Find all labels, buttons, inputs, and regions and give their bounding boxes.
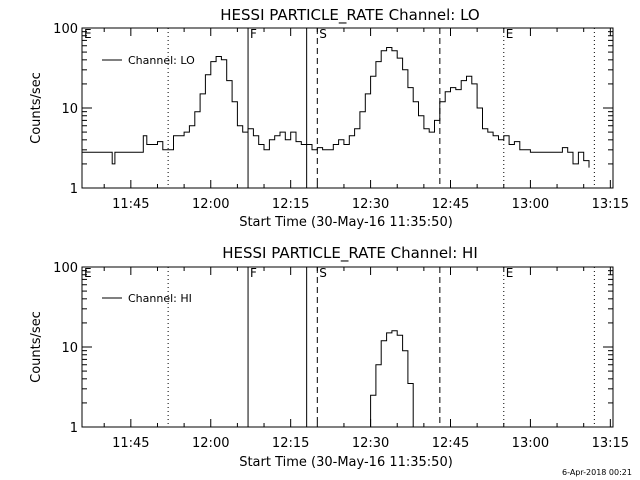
y-tick-label: 1 — [70, 182, 78, 197]
marker-label: E — [506, 27, 514, 41]
x-tick-label: 12:45 — [432, 436, 469, 451]
marker-label: F — [250, 266, 257, 280]
y-tick-label: 10 — [61, 341, 78, 356]
chart-title-lo: HESSI PARTICLE_RATE Channel: LO — [220, 6, 479, 25]
panel-hi: HESSI PARTICLE_RATE Channel: HI E F S E 11:… — [29, 244, 629, 470]
axis-ticks-hi: 11:45 12:00 12:15 12:30 12:45 13:00 13:15 1 10 10… — [53, 261, 629, 451]
legend-hi: Channel: HI — [102, 292, 192, 305]
x-tick-label: 12:30 — [352, 436, 389, 451]
x-tick-label: 12:45 — [432, 197, 469, 212]
y-axis-label-lo: Counts/sec — [29, 72, 44, 144]
x-tick-label: 12:00 — [192, 436, 229, 451]
x-tick-label: 11:45 — [112, 197, 149, 212]
legend-label-hi: Channel: HI — [128, 292, 192, 305]
marker-label: E — [84, 27, 92, 41]
marker-label: E — [506, 266, 514, 280]
series-line-hi — [365, 330, 414, 428]
marker-label: F — [250, 27, 257, 41]
x-tick-label: 12:15 — [272, 436, 309, 451]
panel-lo: HESSI PARTICLE_RATE Channel: LO E F S E 11:… — [29, 6, 629, 230]
legend-lo: Channel: LO — [102, 54, 195, 67]
legend-label-lo: Channel: LO — [128, 54, 195, 67]
y-axis-label-hi: Counts/sec — [29, 311, 44, 383]
x-tick-label: 13:00 — [512, 197, 549, 212]
series-line-lo — [82, 47, 590, 168]
y-tick-label: 10 — [61, 102, 78, 117]
x-tick-label: 12:00 — [192, 197, 229, 212]
x-tick-label: 13:00 — [512, 436, 549, 451]
x-tick-label: 13:15 — [592, 197, 629, 212]
y-tick-label: 100 — [53, 22, 78, 37]
x-tick-label: 12:15 — [272, 197, 309, 212]
x-tick-label: 11:45 — [112, 436, 149, 451]
marker-label: E — [84, 266, 92, 280]
x-tick-label: 12:30 — [352, 197, 389, 212]
x-axis-label-lo: Start Time (30-May-16 11:35:50) — [239, 215, 453, 230]
chart-title-hi: HESSI PARTICLE_RATE Channel: HI — [222, 244, 478, 263]
marker-label: S — [319, 266, 327, 280]
x-tick-label: 13:15 — [592, 436, 629, 451]
footer-timestamp: 6-Apr-2018 00:21 — [562, 468, 632, 477]
y-tick-label: 1 — [70, 421, 78, 436]
plot-frame-hi — [81, 266, 614, 428]
marker-label: S — [319, 27, 327, 41]
y-tick-label: 100 — [53, 261, 78, 276]
axis-ticks-lo: 11:45 12:00 12:15 12:30 12:45 13:00 13:15 1 10 10… — [53, 22, 629, 212]
x-axis-label-hi: Start Time (30-May-16 11:35:50) — [239, 455, 453, 470]
plot-frame-lo — [81, 27, 614, 189]
